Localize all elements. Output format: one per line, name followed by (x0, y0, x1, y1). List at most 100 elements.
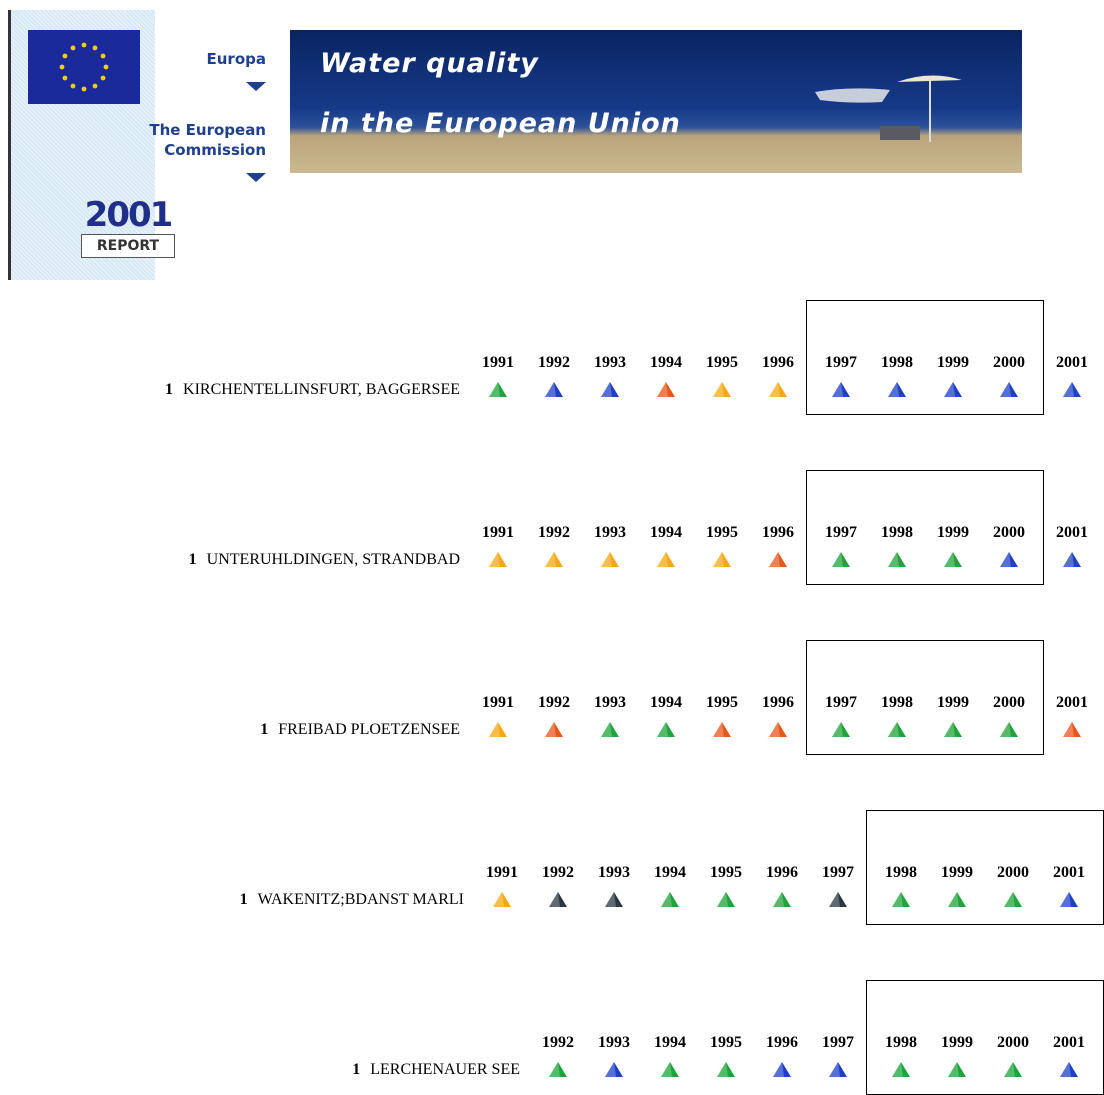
highlight-box: 1997199819992000 (806, 470, 1044, 585)
quality-marker (892, 892, 910, 907)
year-cell: 1998 (869, 524, 925, 567)
year-cell: 2001 (1044, 470, 1100, 585)
quality-marker (661, 892, 679, 907)
year-label: 1994 (650, 524, 682, 542)
year-label: 1999 (937, 354, 969, 372)
year-label: 1998 (881, 694, 913, 712)
year-label: 1996 (762, 524, 794, 542)
year-cell: 1991 (470, 640, 526, 755)
year-label: 1994 (650, 694, 682, 712)
year-label: 1998 (885, 1034, 917, 1052)
quality-marker (832, 382, 850, 397)
year-label: 1993 (598, 864, 630, 882)
year-label: 1995 (710, 1034, 742, 1052)
year-label: 1997 (825, 524, 857, 542)
year-label: 1994 (654, 864, 686, 882)
year-cell: 1995 (694, 300, 750, 415)
quality-marker (888, 382, 906, 397)
quality-marker (713, 382, 731, 397)
commission-link[interactable]: The European Commission (121, 120, 266, 160)
year-cell: 1998 (869, 694, 925, 737)
quality-marker (888, 722, 906, 737)
quality-marker (944, 382, 962, 397)
year-cell: 1993 (582, 300, 638, 415)
year-cell: 1997 (813, 354, 869, 397)
year-label: 1991 (482, 694, 514, 712)
year-cell: 1994 (642, 980, 698, 1095)
eu-flag[interactable] (28, 30, 140, 104)
year-cell: 2000 (981, 694, 1037, 737)
year-label: 1992 (542, 864, 574, 882)
year-label: 1998 (885, 864, 917, 882)
site-label: LERCHENAUER SEE (370, 1061, 520, 1078)
europa-link[interactable]: Europa (131, 50, 266, 68)
quality-marker (1063, 552, 1081, 567)
year-label: 1991 (486, 864, 518, 882)
banner: Water quality in the European Union (290, 30, 1022, 173)
year-cell: 1999 (925, 694, 981, 737)
year-label: 1992 (538, 524, 570, 542)
year-cell: 1996 (754, 810, 810, 925)
quality-marker (829, 892, 847, 907)
year-cell: 1997 (813, 694, 869, 737)
quality-marker (545, 382, 563, 397)
quality-marker (948, 892, 966, 907)
report-label: REPORT (81, 234, 175, 258)
year-label: 1993 (594, 524, 626, 542)
year-label: 2001 (1056, 694, 1088, 712)
year-cell: 1994 (638, 640, 694, 755)
quality-marker (657, 552, 675, 567)
year-cell: 1992 (526, 640, 582, 755)
year-cell: 1992 (530, 980, 586, 1095)
quality-marker (549, 892, 567, 907)
year-label: 1999 (941, 864, 973, 882)
year-label: 1994 (650, 354, 682, 372)
year-cell: 1996 (750, 640, 806, 755)
flag-star (104, 65, 109, 70)
year-cell: 1998 (873, 1034, 929, 1077)
year-cell: 1992 (530, 810, 586, 925)
quality-marker (493, 892, 511, 907)
quality-marker (773, 892, 791, 907)
year-cell: 1997 (813, 524, 869, 567)
year-label: 1997 (825, 694, 857, 712)
flag-star (101, 76, 106, 81)
quality-marker (769, 382, 787, 397)
year-cell: 1992 (526, 470, 582, 585)
year-label: 1999 (937, 694, 969, 712)
quality-marker (1004, 892, 1022, 907)
highlight-box: 1997 1998 1999 2000 (806, 640, 1044, 755)
year-cell: 1993 (582, 640, 638, 755)
year-cell: 1991 (470, 470, 526, 585)
quality-marker (1060, 892, 1078, 907)
quality-marker (661, 1062, 679, 1077)
quality-marker (489, 382, 507, 397)
quality-marker (1060, 1062, 1078, 1077)
quality-marker (601, 382, 619, 397)
year-label: 1993 (594, 354, 626, 372)
quality-marker (605, 1062, 623, 1077)
year-cell: 1995 (694, 640, 750, 755)
site-rank: 1 (165, 381, 173, 398)
arrow (246, 82, 266, 92)
year-cell: 1996 (750, 470, 806, 585)
year-cell: 1993 (586, 980, 642, 1095)
quality-marker (769, 552, 787, 567)
site-label: UNTERUHLDINGEN, STRANDBAD (207, 551, 460, 568)
year-cell: 1995 (698, 810, 754, 925)
site-row: 1 UNTERUHLDINGEN, STRANDBAD 1991 1992 1993 19… (189, 470, 1100, 585)
year-cell: 2000 (985, 1034, 1041, 1077)
quality-marker (1000, 552, 1018, 567)
site-name: 1WAKENITZ;BDANST MARLI (240, 891, 474, 925)
flag-star (63, 54, 68, 59)
quality-marker (1000, 382, 1018, 397)
quality-marker (489, 552, 507, 567)
year-cell: 2000 (985, 864, 1041, 907)
quality-marker (1063, 722, 1081, 737)
site-rank: 1 (189, 551, 197, 568)
quality-marker (601, 722, 619, 737)
year-cell: 1992 (526, 300, 582, 415)
flag-star (63, 76, 68, 81)
site-row: 1LERCHENAUER SEE199219931994199519961997… (352, 980, 1104, 1095)
